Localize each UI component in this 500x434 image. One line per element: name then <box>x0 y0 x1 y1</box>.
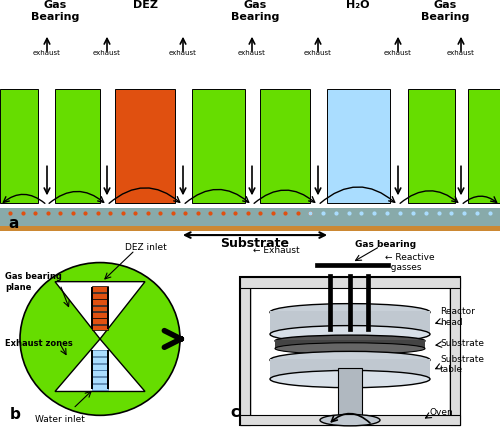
Bar <box>92 293 108 299</box>
Bar <box>55 89 100 203</box>
Text: Reactor
head: Reactor head <box>440 307 475 327</box>
Bar <box>92 299 108 305</box>
Ellipse shape <box>338 414 362 422</box>
Bar <box>348 274 352 331</box>
Bar <box>338 368 362 418</box>
Polygon shape <box>55 339 145 391</box>
Bar <box>92 364 108 369</box>
Bar <box>107 350 109 388</box>
Polygon shape <box>55 282 145 339</box>
Text: exhaust: exhaust <box>384 50 412 56</box>
Bar <box>468 89 500 203</box>
Text: exhaust: exhaust <box>447 50 475 56</box>
Bar <box>92 318 108 324</box>
Bar <box>92 371 108 376</box>
Bar <box>408 89 455 203</box>
Ellipse shape <box>270 304 430 321</box>
Bar <box>92 377 108 383</box>
Text: Oven: Oven <box>430 408 454 417</box>
Text: Substrate: Substrate <box>220 237 290 250</box>
Text: exhaust: exhaust <box>238 50 266 56</box>
Text: ← Exhaust: ← Exhaust <box>253 247 300 255</box>
Text: b: b <box>10 407 21 422</box>
Bar <box>260 89 310 203</box>
Bar <box>275 340 425 349</box>
Bar <box>0 89 38 203</box>
Text: Substrate
table: Substrate table <box>440 355 484 375</box>
Text: c: c <box>230 405 239 420</box>
Ellipse shape <box>270 371 430 388</box>
Bar <box>92 306 108 311</box>
Text: Water inlet: Water inlet <box>35 415 85 424</box>
Text: a: a <box>8 216 18 231</box>
Bar <box>240 277 460 288</box>
Text: Exhaust zones: Exhaust zones <box>5 339 73 348</box>
Text: exhaust: exhaust <box>33 50 61 56</box>
Bar <box>240 277 460 425</box>
Bar <box>92 357 108 363</box>
Bar <box>366 274 370 331</box>
Bar <box>107 287 109 329</box>
Text: exhaust: exhaust <box>169 50 197 56</box>
Bar <box>92 325 108 330</box>
Bar <box>270 359 430 379</box>
Text: DEZ inlet: DEZ inlet <box>125 243 167 253</box>
Text: Gas bearing
plane: Gas bearing plane <box>5 272 62 292</box>
Bar <box>115 89 175 203</box>
Bar <box>315 263 390 267</box>
Bar <box>240 415 460 425</box>
Bar <box>250 285 450 418</box>
Bar <box>0 226 500 231</box>
Bar <box>192 89 245 203</box>
Ellipse shape <box>275 335 425 347</box>
Bar <box>270 311 430 334</box>
Text: Gas bearing: Gas bearing <box>355 240 416 249</box>
Ellipse shape <box>270 326 430 343</box>
Text: Substrate: Substrate <box>440 339 484 348</box>
Ellipse shape <box>270 352 430 368</box>
Text: Gas
Bearing: Gas Bearing <box>421 0 469 22</box>
Ellipse shape <box>275 343 425 354</box>
Bar <box>92 312 108 318</box>
Bar <box>328 274 332 331</box>
Bar <box>0 208 500 226</box>
Bar <box>327 89 390 203</box>
Text: DEZ: DEZ <box>132 0 158 10</box>
Bar <box>92 286 108 292</box>
Text: Gas
Bearing: Gas Bearing <box>31 0 79 22</box>
Text: Gas
Bearing: Gas Bearing <box>231 0 279 22</box>
Text: exhaust: exhaust <box>93 50 121 56</box>
Text: ← Reactive
  gasses: ← Reactive gasses <box>385 253 434 273</box>
Bar <box>92 350 108 356</box>
Text: exhaust: exhaust <box>304 50 332 56</box>
Bar <box>91 287 93 329</box>
Text: H₂O: H₂O <box>346 0 370 10</box>
Bar <box>91 350 93 388</box>
Bar <box>450 277 460 425</box>
Bar <box>92 384 108 390</box>
Circle shape <box>20 263 180 415</box>
Ellipse shape <box>320 414 380 426</box>
Bar <box>240 277 250 425</box>
